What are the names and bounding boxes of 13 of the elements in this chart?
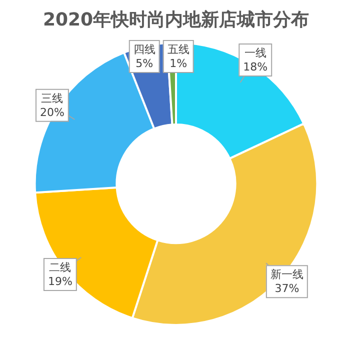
data-label: 5% bbox=[136, 56, 154, 70]
slice-label: 三线 bbox=[41, 92, 64, 105]
data-label: 37% bbox=[274, 282, 300, 296]
slice-label: 新一线 bbox=[270, 268, 304, 282]
chart-title: 2020年快时尚内地新店城市分布 bbox=[42, 9, 310, 30]
data-label: 20% bbox=[40, 106, 64, 119]
slice-label: 二线 bbox=[49, 260, 72, 274]
data-label: 19% bbox=[48, 274, 72, 288]
slice-label: 一线 bbox=[244, 46, 266, 60]
slice-label: 四线 bbox=[133, 42, 156, 56]
data-label: 18% bbox=[243, 60, 268, 74]
slice-label: 五线 bbox=[167, 42, 190, 56]
data-label: 1% bbox=[170, 56, 188, 70]
